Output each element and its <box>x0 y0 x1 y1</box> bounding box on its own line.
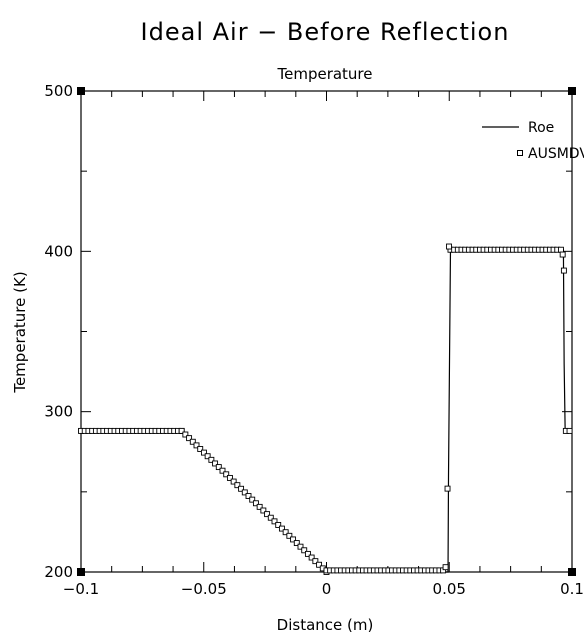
ausmdv-point <box>260 507 267 514</box>
ausmdv-point <box>230 478 237 485</box>
ausmdv-point <box>267 514 274 521</box>
x-tick-label: −0.1 <box>63 580 99 598</box>
ausmdv-point <box>197 446 204 452</box>
ausmdv-point <box>249 496 256 503</box>
series-ausmdv <box>78 243 573 575</box>
y-tick-label: 500 <box>44 82 73 100</box>
ausmdv-point <box>182 431 189 438</box>
ausmdv-point <box>312 558 319 565</box>
ausmdv-point <box>245 493 252 499</box>
ausmdv-point <box>275 522 282 528</box>
y-tick-labels: 200 300 400 500 <box>44 82 73 581</box>
ausmdv-point <box>208 456 215 463</box>
ausmdv-point <box>560 267 567 274</box>
ausmdv-point <box>189 438 196 445</box>
ausmdv-point <box>304 550 311 557</box>
ausmdv-point <box>278 525 285 532</box>
ausmdv-point <box>215 464 222 471</box>
ausmdv-point <box>290 536 297 543</box>
x-tick-label: 0 <box>322 580 332 598</box>
x-tick-label: 0.05 <box>433 580 466 598</box>
legend-ausmdv-label: AUSMDV <box>528 146 584 162</box>
legend-ausmdv-swatch <box>517 150 523 156</box>
ausmdv-point <box>301 547 308 554</box>
y-tick-label: 300 <box>44 403 73 421</box>
ausmdv-point <box>219 467 226 474</box>
legend-roe-label: Roe <box>528 120 554 136</box>
ausmdv-point <box>226 474 233 481</box>
y-axis-ticks <box>81 90 572 573</box>
ausmdv-point <box>559 251 566 258</box>
series-roe-line <box>81 249 572 573</box>
y-tick-label: 200 <box>44 563 73 581</box>
x-axis-ticks <box>80 91 573 572</box>
ausmdv-point <box>186 435 193 442</box>
ausmdv-point <box>297 543 304 550</box>
ausmdv-point <box>238 485 245 492</box>
ausmdv-point <box>200 449 207 456</box>
ausmdv-point <box>566 427 573 434</box>
legend: Roe AUSMDV <box>482 120 584 162</box>
chart-subtitle: Temperature <box>276 65 372 83</box>
ausmdv-point <box>282 529 289 536</box>
ausmdv-point <box>308 554 315 561</box>
ausmdv-point <box>234 482 241 489</box>
y-axis-label: Temperature (K) <box>11 271 29 393</box>
ausmdv-point <box>444 485 451 492</box>
ausmdv-point <box>293 540 300 547</box>
x-axis-label: Distance (m) <box>277 616 374 634</box>
ausmdv-point <box>223 471 230 478</box>
y-tick-label: 400 <box>44 242 73 260</box>
ausmdv-point <box>212 460 219 467</box>
ausmdv-point <box>193 442 200 449</box>
ausmdv-point <box>271 518 278 525</box>
chart-title: Ideal Air − Before Reflection <box>141 18 510 46</box>
ausmdv-point <box>241 489 248 496</box>
ausmdv-point <box>264 511 271 518</box>
ausmdv-point <box>204 453 211 460</box>
ausmdv-point <box>256 503 263 510</box>
x-tick-labels: −0.1 −0.05 0 0.05 0.1 <box>63 580 584 598</box>
ausmdv-point <box>286 532 293 539</box>
plot-corner-markers <box>77 87 576 576</box>
ausmdv-point <box>316 561 323 568</box>
ausmdv-point <box>558 246 564 253</box>
x-tick-label: −0.05 <box>181 580 227 598</box>
plot-frame <box>80 90 573 573</box>
ausmdv-point <box>252 500 259 507</box>
ausmdv-point <box>178 427 185 434</box>
ausmdv-point <box>446 243 452 250</box>
x-tick-label: 0.1 <box>560 580 584 598</box>
ausmdv-point <box>442 564 449 571</box>
series-roe <box>81 249 572 573</box>
